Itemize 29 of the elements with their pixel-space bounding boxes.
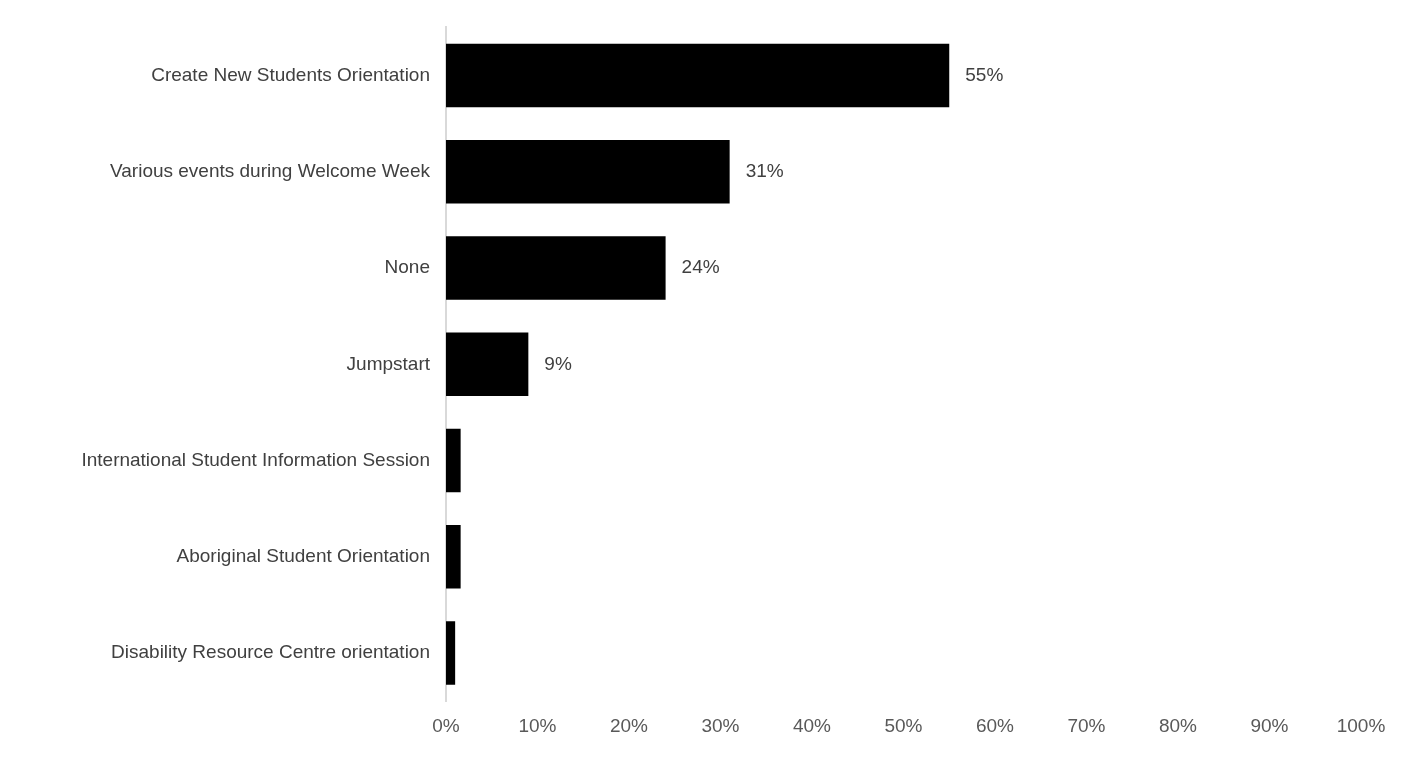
x-tick-label: 0%	[432, 714, 460, 736]
bar	[446, 140, 730, 204]
x-tick-label: 80%	[1158, 714, 1198, 736]
y-tick-label: International Student Information Session	[81, 448, 430, 470]
y-tick-label: Jumpstart	[346, 352, 431, 374]
y-tick-label: None	[384, 256, 430, 278]
data-label: 55%	[965, 63, 1004, 85]
bar	[446, 236, 666, 300]
bar	[446, 332, 529, 397]
y-tick-label: Create New Students Orientation	[151, 63, 430, 85]
data-label: 31%	[745, 160, 784, 182]
y-tick-label: Various events during Welcome Week	[110, 160, 431, 182]
y-tick-label: Disability Resource Centre orientation	[111, 641, 430, 663]
bar	[446, 621, 456, 685]
data-label: 24%	[681, 256, 720, 278]
y-tick-label: Aboriginal Student Orientation	[176, 545, 430, 567]
x-tick-label: 10%	[518, 714, 557, 736]
x-tick-label: 60%	[975, 714, 1015, 736]
bar	[446, 525, 461, 589]
x-tick-label: 100%	[1336, 714, 1386, 736]
data-label: 9%	[544, 352, 572, 374]
x-tick-label: 30%	[701, 714, 740, 736]
x-tick-label: 50%	[884, 714, 923, 736]
bar	[446, 428, 461, 493]
x-tick-label: 40%	[792, 714, 832, 736]
x-tick-label: 90%	[1250, 714, 1289, 736]
x-tick-label: 70%	[1067, 714, 1106, 736]
x-tick-label: 20%	[609, 714, 649, 736]
bar	[446, 43, 950, 108]
